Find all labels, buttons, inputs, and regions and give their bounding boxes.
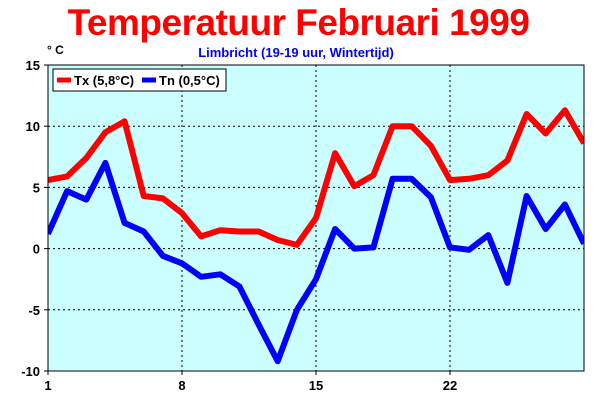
- y-tick-label: -5: [28, 303, 40, 318]
- y-tick-label: -10: [21, 364, 40, 379]
- x-tick-label: 1: [44, 378, 51, 393]
- axis-tick-labels: -10 -5 0 5 10 15 1 8 15 22: [21, 58, 457, 393]
- y-tick-label: 10: [26, 119, 40, 134]
- y-tick-label: 5: [33, 180, 40, 195]
- series-line-tx: [48, 107, 584, 248]
- x-tick-label: 15: [309, 378, 323, 393]
- y-tick-label: 0: [33, 242, 40, 257]
- legend-box: [52, 68, 227, 92]
- series-line-tn: [48, 159, 584, 365]
- chart-subtitle: Limbricht (19-19 uur, Wintertijd): [198, 45, 394, 60]
- legend-label: Tx (5,8°C): [74, 73, 134, 88]
- y-tick-label: 15: [26, 58, 40, 73]
- plot-border: [47, 64, 585, 372]
- series-layer: [48, 107, 584, 365]
- legend: Tx (5,8°C) Tn (0,5°C): [52, 68, 227, 92]
- x-tick-label: 8: [178, 378, 185, 393]
- legend-label: Tn (0,5°C): [159, 73, 220, 88]
- x-tick-label: 22: [443, 378, 457, 393]
- y-axis-unit: ° C: [47, 43, 64, 57]
- chart-title: Temperatuur Februari 1999: [67, 2, 530, 43]
